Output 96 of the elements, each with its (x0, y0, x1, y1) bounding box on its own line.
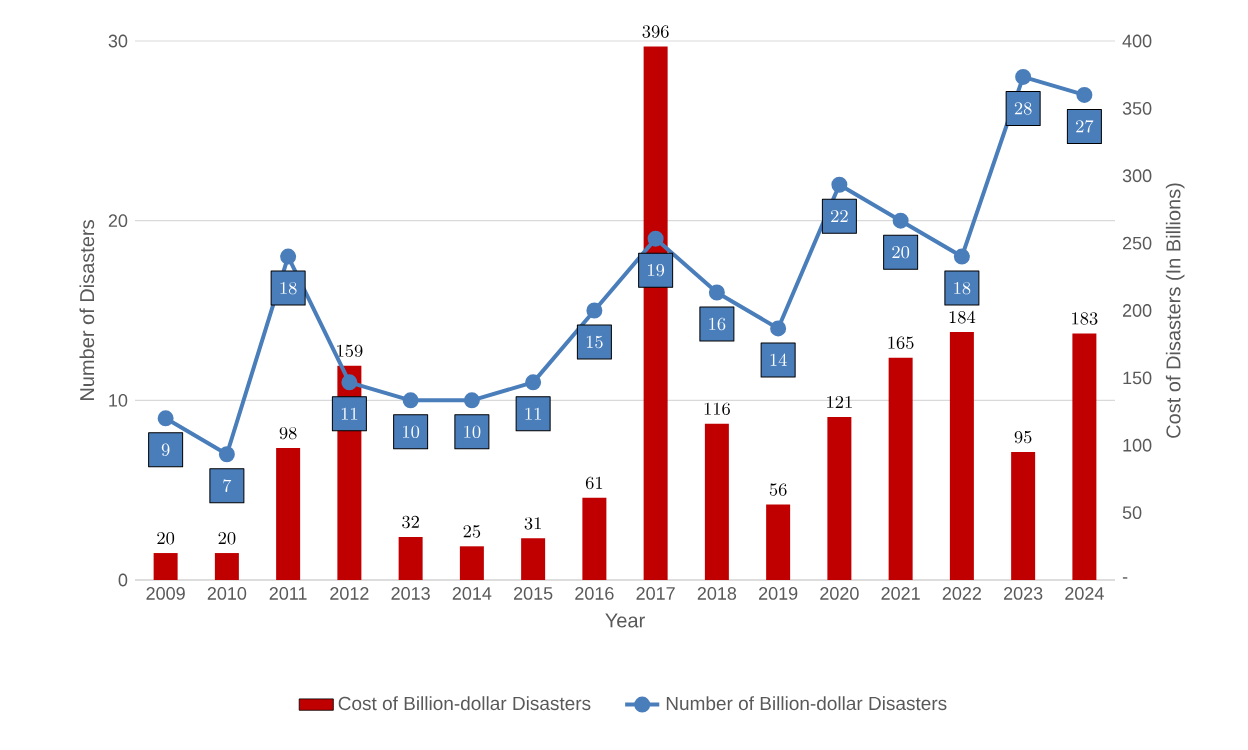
bar (459, 546, 484, 580)
point (892, 212, 909, 229)
data-label: 31 (524, 517, 541, 530)
y2-tick-label: - (1122, 577, 1128, 579)
x-tick-label: 2019 (759, 587, 798, 600)
bar (888, 357, 913, 580)
point (341, 374, 358, 391)
x-tick-label: 2017 (636, 587, 675, 600)
data-label: 159 (337, 344, 363, 358)
x-axis-title: Year (605, 613, 645, 628)
data-label: 121 (827, 395, 852, 408)
y2-axis-title: Cost of Disasters (In Billions) (1165, 183, 1185, 438)
data-label: 20 (218, 532, 236, 545)
bar (766, 504, 791, 580)
data-label: 11 (341, 407, 358, 420)
data-label: 15 (586, 335, 603, 349)
data-label: 396 (642, 25, 669, 38)
data-label: 165 (888, 336, 914, 350)
bar (704, 423, 729, 580)
data-label: 28 (1014, 102, 1032, 115)
data-label: 18 (280, 281, 297, 295)
data-label: 32 (402, 515, 419, 529)
point (831, 176, 848, 193)
data-label: 10 (464, 425, 481, 439)
data-label: 18 (954, 281, 971, 295)
y2-tick-label: 300 (1122, 169, 1152, 183)
data-label: 7 (223, 479, 232, 492)
y2-tick-label: 200 (1122, 304, 1152, 317)
point (157, 410, 174, 427)
bar (276, 447, 301, 580)
point (402, 392, 419, 409)
x-tick-label: 2009 (146, 587, 185, 600)
data-label: 61 (585, 476, 603, 490)
bar (949, 332, 974, 580)
data-label: 56 (769, 483, 787, 496)
point (708, 284, 725, 301)
data-label: 20 (157, 532, 175, 545)
x-tick-label: 2022 (942, 587, 981, 600)
point (953, 248, 970, 265)
x-tick-label: 2013 (391, 587, 430, 600)
x-tick-label: 2012 (330, 587, 369, 600)
data-label: 116 (704, 402, 730, 416)
data-label: 183 (1072, 312, 1098, 325)
data-label: 22 (831, 210, 848, 223)
data-label: 20 (892, 245, 910, 259)
y2-tick-label: 350 (1122, 102, 1152, 115)
x-tick-label: 2015 (514, 587, 553, 600)
y2-tick-label: 250 (1122, 236, 1152, 250)
y-axis-title: Number of Disasters (79, 220, 95, 400)
legend-label: Number of Billion-dollar Disasters (666, 696, 947, 711)
point (586, 302, 603, 319)
y-tick-label: 10 (109, 393, 128, 407)
bar (1072, 333, 1097, 580)
y2-tick-label: 100 (1123, 438, 1152, 452)
bar (1011, 451, 1036, 580)
legend-label: Cost of Billion-dollar Disasters (338, 696, 591, 711)
point (770, 320, 787, 337)
bar (521, 538, 546, 580)
x-tick-label: 2014 (452, 587, 492, 600)
y-tick-label: 0 (118, 573, 128, 587)
data-label: 16 (709, 317, 726, 331)
data-label: 10 (403, 425, 420, 439)
y-tick-label: 30 (108, 34, 128, 48)
data-label: 11 (525, 407, 541, 420)
point (1076, 86, 1093, 103)
point (280, 248, 297, 265)
point (525, 374, 542, 391)
point (463, 392, 480, 409)
y2-tick-label: 50 (1122, 506, 1142, 520)
x-tick-label: 2023 (1004, 587, 1043, 600)
data-label: 27 (1076, 120, 1094, 133)
x-tick-label: 2021 (881, 587, 920, 600)
bar (582, 497, 607, 580)
bar (398, 536, 423, 580)
y2-tick-label: 400 (1122, 34, 1152, 48)
x-tick-label: 2020 (820, 587, 859, 600)
data-label: 14 (770, 353, 787, 366)
data-label: 95 (1014, 430, 1032, 444)
bar (214, 553, 239, 580)
x-tick-label: 2010 (207, 587, 247, 600)
data-label: 9 (161, 443, 170, 457)
bar (153, 553, 178, 580)
point (1015, 68, 1032, 85)
point (218, 446, 235, 463)
data-label: 19 (648, 263, 665, 277)
x-tick-label: 2011 (269, 587, 307, 600)
x-tick-label: 2016 (575, 587, 614, 600)
data-label: 25 (463, 525, 481, 538)
x-tick-label: 2024 (1065, 587, 1104, 600)
bar (827, 416, 852, 580)
data-label: 184 (949, 310, 976, 324)
y-tick-label: 20 (108, 214, 128, 228)
x-tick-label: 2018 (697, 587, 737, 600)
y2-tick-label: 150 (1123, 371, 1152, 385)
point (647, 230, 664, 247)
data-label: 98 (279, 426, 297, 440)
